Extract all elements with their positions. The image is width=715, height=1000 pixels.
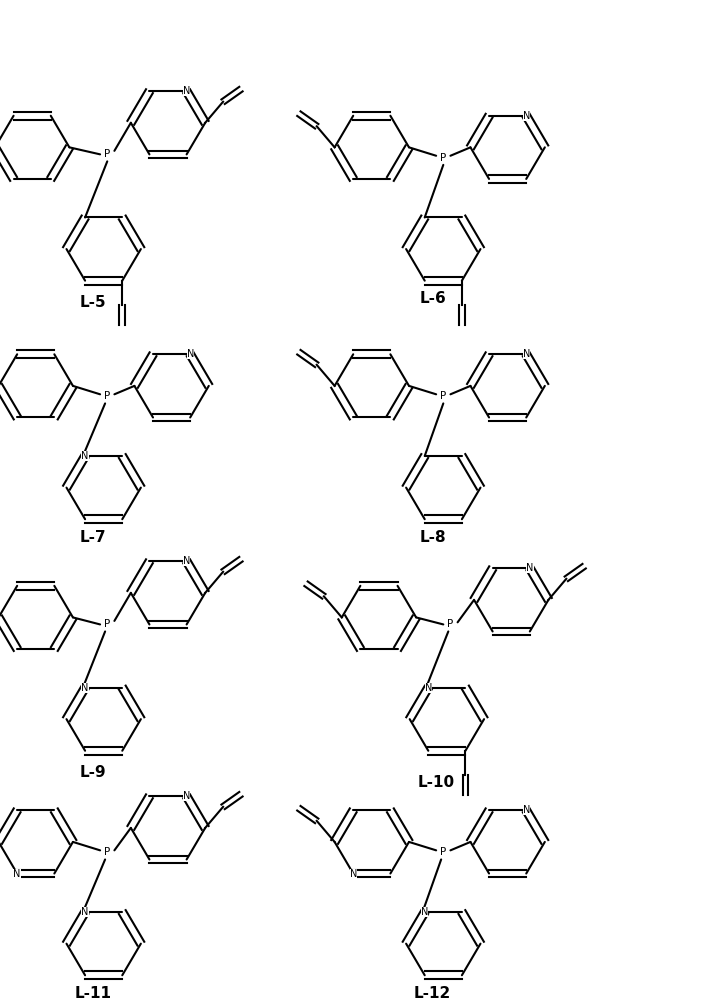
Text: P: P — [104, 619, 110, 629]
Text: L-5: L-5 — [79, 295, 107, 310]
Text: N: N — [425, 683, 432, 693]
Text: L-11: L-11 — [74, 986, 112, 1000]
Text: P: P — [440, 391, 446, 401]
Text: N: N — [523, 349, 530, 359]
Text: P: P — [440, 153, 446, 163]
Text: N: N — [183, 791, 190, 801]
Text: N: N — [82, 683, 89, 693]
Text: N: N — [523, 805, 530, 815]
Text: L-6: L-6 — [419, 291, 446, 306]
Text: P: P — [104, 149, 110, 159]
Text: P: P — [440, 847, 446, 857]
Text: L-10: L-10 — [418, 775, 455, 790]
Text: N: N — [526, 563, 533, 573]
Text: P: P — [448, 619, 453, 629]
Text: N: N — [183, 556, 190, 566]
Text: N: N — [183, 86, 190, 96]
Text: N: N — [82, 451, 89, 461]
Text: N: N — [523, 111, 530, 121]
Text: L-7: L-7 — [79, 530, 107, 545]
Text: N: N — [421, 907, 428, 917]
Text: N: N — [14, 869, 21, 879]
Text: N: N — [82, 907, 89, 917]
Text: N: N — [187, 349, 194, 359]
Text: N: N — [350, 869, 357, 879]
Text: L-9: L-9 — [79, 765, 107, 780]
Text: L-8: L-8 — [419, 530, 446, 545]
Text: P: P — [104, 847, 110, 857]
Text: P: P — [104, 391, 110, 401]
Text: L-12: L-12 — [414, 986, 451, 1000]
